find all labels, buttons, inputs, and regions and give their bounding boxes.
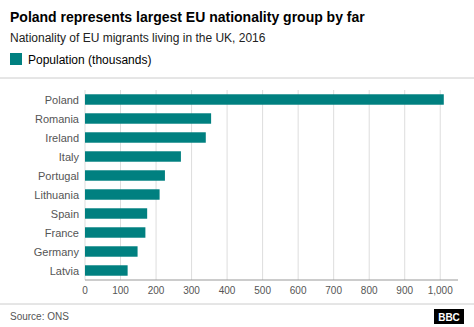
bars bbox=[85, 94, 444, 275]
grid bbox=[85, 90, 440, 280]
grid-line bbox=[298, 90, 299, 280]
x-tick-label: 400 bbox=[219, 285, 236, 296]
title: Poland represents largest EU nationality… bbox=[10, 9, 365, 25]
x-tick-label: 900 bbox=[396, 285, 413, 296]
subtitle: Nationality of EU migrants living in the… bbox=[10, 31, 266, 45]
y-tick-label: Portugal bbox=[38, 170, 79, 182]
x-tick-label: 200 bbox=[148, 285, 165, 296]
bar bbox=[85, 151, 181, 161]
legend-swatch bbox=[10, 53, 22, 65]
source: Source: ONS bbox=[10, 311, 69, 322]
y-tick-label: France bbox=[45, 227, 79, 239]
bar bbox=[85, 132, 206, 142]
y-axis: Latvia Germany France Spain Lithuania Portuga… bbox=[34, 94, 80, 277]
x-tick-label: 500 bbox=[254, 285, 271, 296]
y-tick-label: Italy bbox=[59, 151, 80, 163]
bar bbox=[85, 265, 128, 275]
separator bbox=[0, 304, 474, 305]
y-tick-label: Lithuania bbox=[34, 189, 80, 201]
y-tick-label: Romania bbox=[35, 113, 80, 125]
x-tick-label: 800 bbox=[361, 285, 378, 296]
x-tick-label: 300 bbox=[183, 285, 200, 296]
grid-line bbox=[440, 90, 441, 280]
bar bbox=[85, 94, 444, 104]
y-tick-label: Poland bbox=[45, 94, 79, 106]
x-tick-label: 700 bbox=[325, 285, 342, 296]
chart: Poland represents largest EU nationality… bbox=[0, 0, 474, 327]
bar bbox=[85, 170, 165, 180]
grid-line bbox=[369, 90, 370, 280]
bar bbox=[85, 246, 138, 256]
grid-line bbox=[404, 90, 405, 280]
logo-text: BBC bbox=[438, 312, 460, 323]
x-tick-label: 1,000 bbox=[428, 285, 453, 296]
logo: BBC bbox=[434, 309, 464, 324]
x-axis-line bbox=[85, 280, 458, 281]
x-tick-label: 100 bbox=[112, 285, 129, 296]
grid-line bbox=[333, 90, 334, 280]
y-tick-label: Latvia bbox=[50, 265, 80, 277]
legend: Population (thousands) bbox=[10, 53, 151, 67]
separator bbox=[0, 78, 474, 79]
grid-line bbox=[262, 90, 263, 280]
y-tick-label: Spain bbox=[51, 208, 79, 220]
bar bbox=[85, 227, 145, 237]
logo-box bbox=[434, 309, 464, 324]
bar bbox=[85, 208, 147, 218]
y-tick-label: Germany bbox=[34, 246, 80, 258]
x-tick-label: 0 bbox=[82, 285, 88, 296]
x-tick-label: 600 bbox=[290, 285, 307, 296]
bar bbox=[85, 189, 160, 199]
grid-line bbox=[227, 90, 228, 280]
legend-label: Population (thousands) bbox=[28, 53, 151, 67]
x-axis: 0 100 200 300 400 500 600 700 800 900 1,000 bbox=[82, 280, 458, 296]
bar bbox=[85, 113, 211, 123]
y-tick-label: Ireland bbox=[45, 132, 79, 144]
